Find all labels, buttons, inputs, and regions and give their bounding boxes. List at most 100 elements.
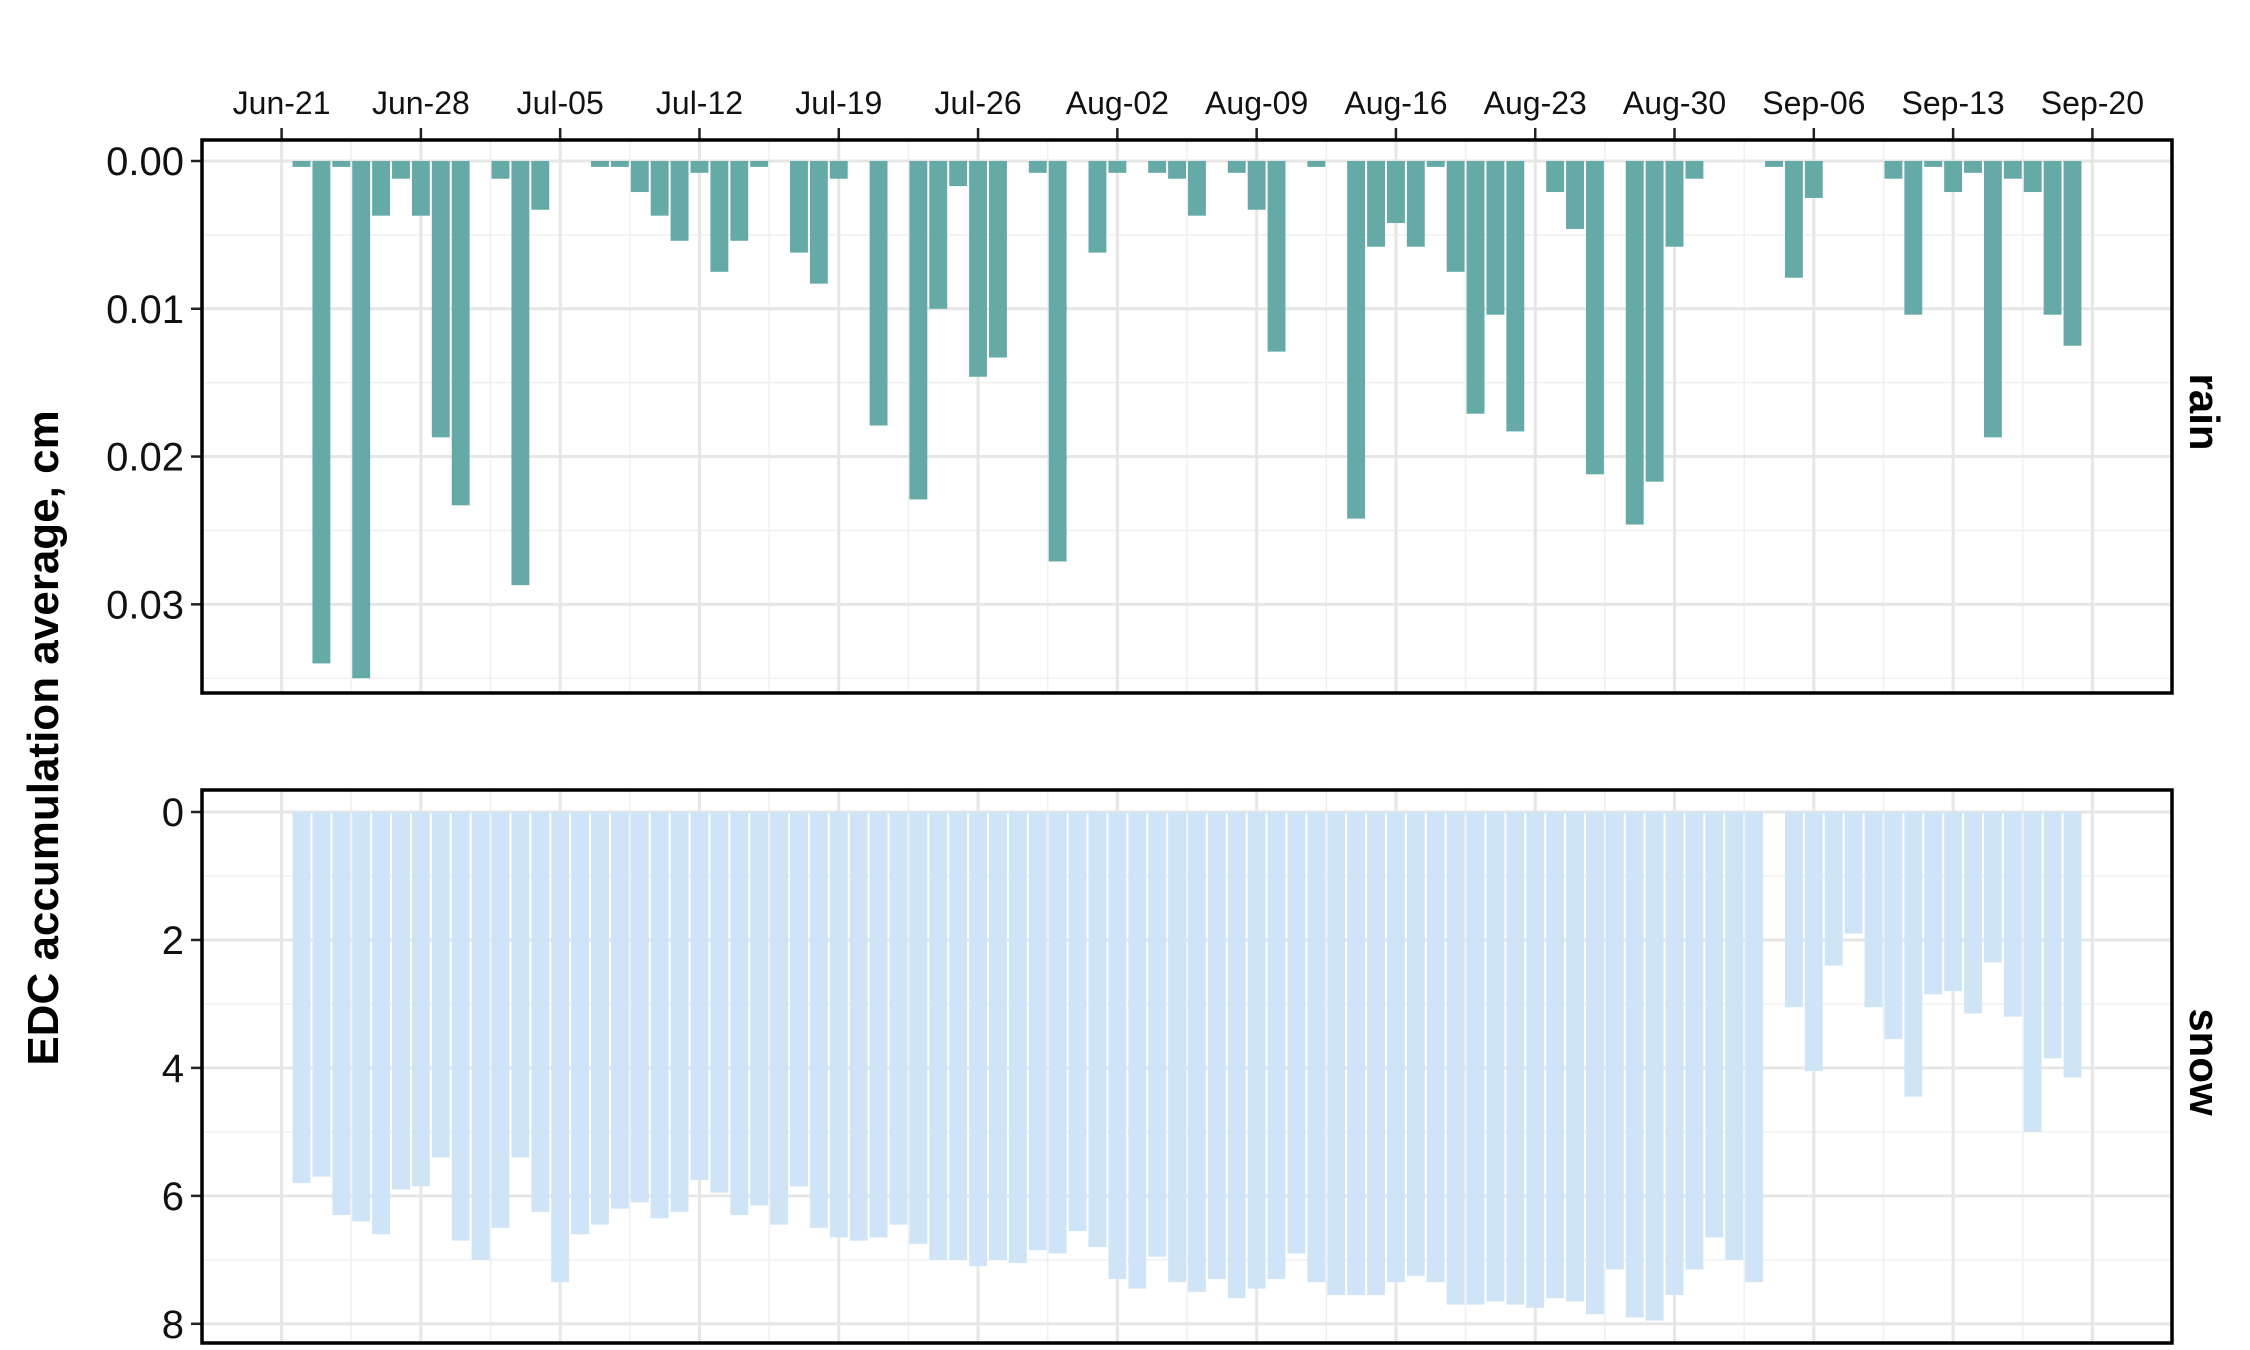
bar-rain	[1426, 161, 1445, 167]
bar-snow	[411, 812, 430, 1187]
bar-snow	[610, 812, 629, 1209]
panel-border	[200, 788, 2174, 1345]
bar-rain	[750, 161, 769, 167]
bar-snow	[1566, 812, 1584, 1302]
bar-snow	[1187, 812, 1206, 1292]
bar-snow	[372, 812, 391, 1235]
y-tick-label: 6	[162, 1175, 184, 1219]
bar-snow	[451, 812, 470, 1241]
bar-rain	[1964, 161, 1982, 173]
x-tick-label: Sep-06	[1762, 85, 1865, 121]
bar-snow	[312, 812, 331, 1177]
bar-snow	[2043, 812, 2062, 1059]
bar-snow	[1784, 812, 1803, 1008]
bar-snow	[2003, 812, 2022, 1017]
bar-rain	[411, 161, 430, 216]
bar-snow	[1068, 812, 1087, 1232]
bar-rain	[431, 161, 450, 438]
bar-snow	[431, 812, 450, 1158]
bar-snow	[1466, 812, 1485, 1305]
bar-snow	[332, 812, 351, 1216]
bar-rain	[829, 161, 848, 179]
panel-snow: 0 2 4 6 8	[162, 788, 2174, 1347]
bar-snow	[531, 812, 550, 1212]
bar-rain	[1506, 161, 1525, 432]
bar-rain	[1148, 161, 1167, 173]
bar-rain	[1466, 161, 1485, 414]
bar-snow	[491, 812, 510, 1228]
bar-rain	[929, 161, 948, 309]
bar-rain	[630, 161, 649, 193]
bar-snow	[1048, 812, 1067, 1254]
y-tick-label: 0.02	[106, 436, 184, 480]
bar-snow	[1705, 812, 1724, 1238]
bar-snow	[1367, 812, 1385, 1296]
bar-rain	[591, 161, 609, 167]
bar-snow	[1964, 812, 1982, 1014]
y-axis-label: EDC accumulation average, cm	[19, 410, 68, 1065]
bar-snow	[690, 812, 709, 1180]
bar-rain	[670, 161, 689, 241]
bar-rain	[1386, 161, 1405, 224]
bar-snow	[1745, 812, 1764, 1283]
bar-rain	[730, 161, 749, 241]
bar-rain	[1307, 161, 1326, 167]
bar-snow	[1864, 812, 1883, 1008]
y-tick-label: 0.01	[106, 288, 184, 332]
x-tick-label: Aug-02	[1066, 85, 1169, 121]
bar-snow	[1685, 812, 1704, 1270]
bar-snow	[1307, 812, 1326, 1283]
x-tick-label: Aug-30	[1623, 85, 1726, 121]
bar-snow	[1168, 812, 1187, 1283]
bar-snow	[1526, 812, 1545, 1308]
bar-snow	[471, 812, 490, 1260]
bar-rain	[1645, 161, 1664, 482]
bar-rain	[2003, 161, 2022, 179]
bar-snow	[1446, 812, 1465, 1305]
bar-snow	[1247, 812, 1266, 1289]
y-tick-label: 0	[162, 791, 184, 835]
bar-snow	[1108, 812, 1127, 1280]
bar-snow	[551, 812, 570, 1283]
x-tick-label: Jun-28	[372, 85, 470, 121]
panel-rain: 0.00 0.01 0.02 0.03	[106, 138, 2174, 695]
bar-snow	[1486, 812, 1505, 1302]
bar-snow	[392, 812, 410, 1190]
bar-snow	[670, 812, 689, 1212]
bar-snow	[1983, 812, 2002, 963]
bar-snow	[1386, 812, 1405, 1283]
bar-snow	[1605, 812, 1624, 1270]
bar-rain	[392, 161, 410, 179]
bar-snow	[1884, 812, 1903, 1040]
bar-rain	[1267, 161, 1286, 352]
bar-snow	[1804, 812, 1823, 1072]
x-tick-label: Aug-23	[1484, 85, 1587, 121]
bar-rain	[451, 161, 470, 506]
bar-snow	[1008, 812, 1027, 1264]
bar-rain	[1804, 161, 1823, 198]
bar-rain	[969, 161, 988, 377]
bar-snow	[869, 812, 888, 1238]
x-tick-label: Jul-05	[517, 85, 604, 121]
bar-rain	[1347, 161, 1366, 519]
bar-snow	[511, 812, 530, 1158]
bar-snow	[1585, 812, 1604, 1315]
bar-snow	[1088, 812, 1107, 1248]
x-tick-label: Jul-12	[656, 85, 743, 121]
strip-label-snow: snow	[2181, 1008, 2228, 1116]
bar-snow	[1128, 812, 1147, 1289]
bar-snow	[1625, 812, 1644, 1318]
bar-rain	[312, 161, 331, 664]
bar-snow	[1665, 812, 1684, 1296]
bar-snow	[1207, 812, 1226, 1280]
bar-snow	[1267, 812, 1286, 1280]
bar-snow	[750, 812, 769, 1206]
x-tick-label: Sep-13	[1902, 85, 2005, 121]
bar-rain	[1983, 161, 2002, 438]
bar-snow	[710, 812, 729, 1193]
x-tick-label: Jul-26	[934, 85, 1021, 121]
bar-rain	[1168, 161, 1187, 179]
bar-rain	[2063, 161, 2082, 346]
bar-rain	[332, 161, 351, 167]
